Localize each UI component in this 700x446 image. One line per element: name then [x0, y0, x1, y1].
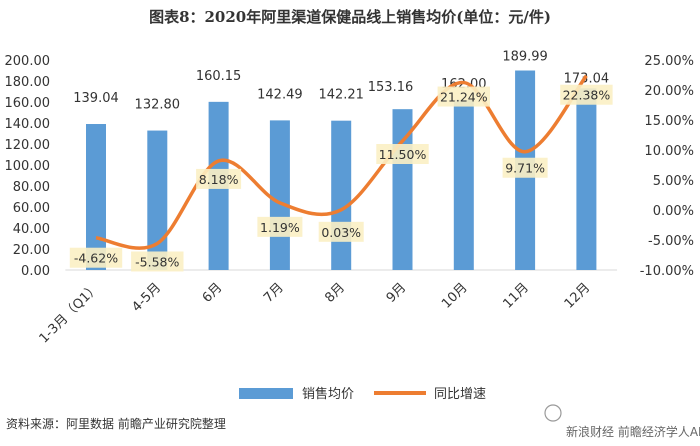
- left-tick-label: 140.00: [5, 117, 51, 132]
- growth-label-box: [69, 247, 123, 268]
- left-tick-label: 100.00: [5, 159, 51, 174]
- bar: [331, 120, 352, 270]
- bar: [86, 124, 106, 271]
- x-axis-ticks: 1-3月（Q1） 4-5月 6月 7月 8月 9月 10月 11月 12月: [37, 280, 594, 346]
- bar: [269, 120, 290, 270]
- x-tick-label: 6月: [200, 280, 226, 306]
- bar-value-label: 142.49: [257, 87, 303, 102]
- growth-value-label: 9.71%: [505, 161, 545, 176]
- chart-title: 图表8：2020年阿里渠道保健品线上销售均价(单位：元/件): [149, 8, 551, 26]
- growth-value-label: -4.62%: [74, 251, 118, 266]
- growth-label-box: [131, 251, 184, 272]
- x-tick-label: 7月: [261, 280, 287, 306]
- growth-label-box: [437, 86, 490, 107]
- watermark: 新浪财经 前瞻经济学人APP: [544, 404, 700, 439]
- wechat-icon: [544, 404, 562, 422]
- bar: [147, 130, 168, 270]
- legend-bar-swatch: [239, 388, 293, 399]
- left-tick-label: 120.00: [5, 138, 51, 153]
- growth-value-label: 8.18%: [199, 172, 239, 187]
- bar-value-label: 173.04: [564, 71, 610, 86]
- source-note: 资料来源：阿里数据 前瞻产业研究院整理: [6, 416, 226, 431]
- left-tick-label: 0.00: [21, 264, 50, 279]
- growth-value-label: 22.38%: [563, 88, 611, 103]
- growth-label-box: [502, 157, 548, 178]
- bar-value-label: 153.16: [368, 80, 414, 95]
- bar-value-label: 132.80: [135, 98, 181, 113]
- x-tick-label: 11月: [500, 280, 531, 311]
- bar: [453, 99, 474, 271]
- growth-value-label: 1.19%: [260, 220, 300, 235]
- left-tick-label: 200.00: [5, 54, 51, 69]
- growth-value-label: 21.24%: [440, 90, 488, 105]
- left-tick-label: 160.00: [5, 96, 51, 111]
- legend-bar-label: 销售均价: [302, 386, 354, 402]
- right-tick-label: -10.00%: [640, 264, 694, 279]
- left-tick-label: 20.00: [13, 243, 50, 258]
- right-tick-label: 10.00%: [644, 144, 694, 159]
- growth-value-labels: -4.62% -5.58% 8.18% 1.19% 0.03% 11.50% 21.24% 9…: [69, 84, 613, 272]
- growth-value-label: 11.50%: [379, 147, 427, 162]
- x-tick-label: 8月: [322, 280, 348, 306]
- bar-value-label: 189.99: [502, 50, 548, 65]
- bar-value-label: 160.15: [196, 69, 242, 84]
- right-tick-label: 20.00%: [644, 84, 694, 99]
- growth-label-box: [257, 216, 303, 237]
- growth-label-box: [560, 84, 613, 105]
- x-tick-label: 10月: [439, 280, 470, 311]
- bar: [576, 88, 597, 270]
- growth-label-box: [376, 144, 429, 164]
- legend: 销售均价 同比增速: [239, 386, 486, 402]
- x-tick-label: 9月: [384, 280, 410, 306]
- x-tick-label: 4-5月: [129, 280, 164, 315]
- right-tick-label: 5.00%: [653, 174, 694, 189]
- bar-value-label: 139.04: [73, 91, 119, 106]
- x-tick-label: 12月: [562, 280, 593, 311]
- left-axis: 0.00 20.00 40.00 60.00 80.00 100.00 120.00 140.…: [5, 54, 51, 279]
- left-tick-label: 60.00: [13, 201, 50, 216]
- left-tick-label: 180.00: [5, 75, 51, 90]
- growth-value-label: 0.03%: [321, 225, 361, 240]
- growth-label-box: [196, 168, 242, 189]
- bar-value-label: 142.21: [318, 88, 364, 103]
- watermark-text: 新浪财经 前瞻经济学人APP: [566, 424, 700, 439]
- right-axis: -10.00% -5.00% 0.00% 5.00% 10.00% 15.00% 20.00…: [640, 54, 694, 279]
- growth-label-box: [318, 221, 364, 242]
- x-tick-label: 1-3月（Q1）: [37, 280, 103, 346]
- left-tick-label: 40.00: [13, 222, 50, 237]
- right-tick-label: 0.00%: [653, 204, 694, 219]
- left-tick-label: 80.00: [13, 180, 50, 195]
- right-tick-label: 25.00%: [644, 54, 694, 69]
- right-tick-label: 15.00%: [644, 114, 694, 129]
- right-tick-label: -5.00%: [648, 234, 694, 249]
- growth-line: [95, 74, 588, 250]
- legend-line-label: 同比增速: [434, 387, 486, 402]
- growth-value-label: -5.58%: [135, 254, 179, 269]
